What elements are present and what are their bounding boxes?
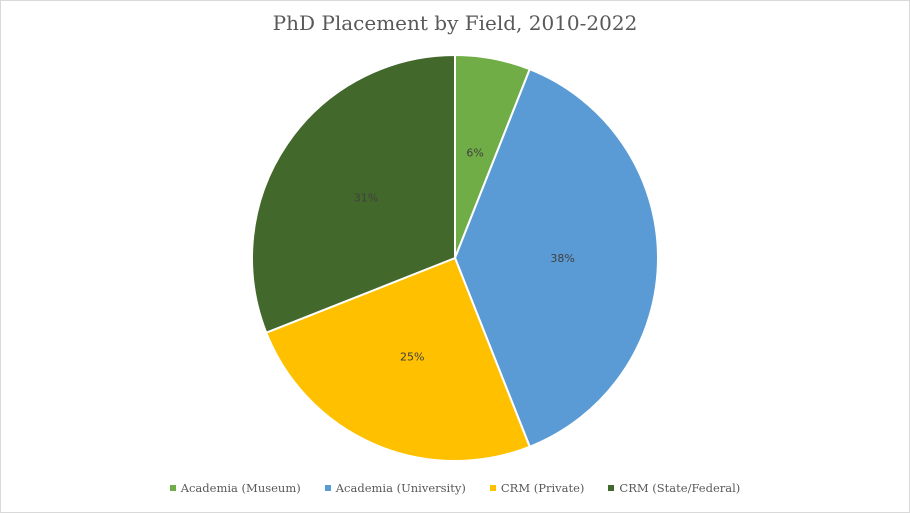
- legend-label: CRM (State/Federal): [619, 481, 741, 495]
- legend-entry: Academia (University): [324, 481, 466, 495]
- legend-swatch: [169, 485, 176, 491]
- legend-entry: CRM (State/Federal): [608, 481, 740, 495]
- legend-label: Academia (University): [335, 481, 466, 495]
- pie-slice-crm-private: [264, 256, 532, 462]
- pie-data-label: 38%: [550, 252, 574, 265]
- legend-label: Academia (Museum): [180, 481, 301, 495]
- pie-slice-academia-university: [453, 67, 659, 449]
- legend-label: CRM (Private): [500, 481, 585, 495]
- legend-swatch: [324, 485, 331, 491]
- chart-legend: Academia (Museum) Academia (University) CR…: [1, 481, 909, 495]
- legend-swatch: [608, 485, 615, 491]
- legend-entry: CRM (Private): [489, 481, 585, 495]
- pie-slices: [251, 53, 659, 462]
- chart-title: PhD Placement by Field, 2010-2022: [272, 11, 638, 35]
- pie-data-label: 6%: [466, 146, 483, 159]
- pie-data-label: 31%: [354, 192, 378, 205]
- legend-swatch: [489, 485, 496, 491]
- pie-data-labels: 6% 38% 25% 31%: [354, 146, 575, 363]
- pie-chart: 6% 38% 25% 31%: [251, 53, 659, 462]
- pie-data-label: 25%: [400, 351, 424, 364]
- pie-slice-crm-state-federal: [251, 53, 456, 335]
- legend-entry: Academia (Museum): [169, 481, 301, 495]
